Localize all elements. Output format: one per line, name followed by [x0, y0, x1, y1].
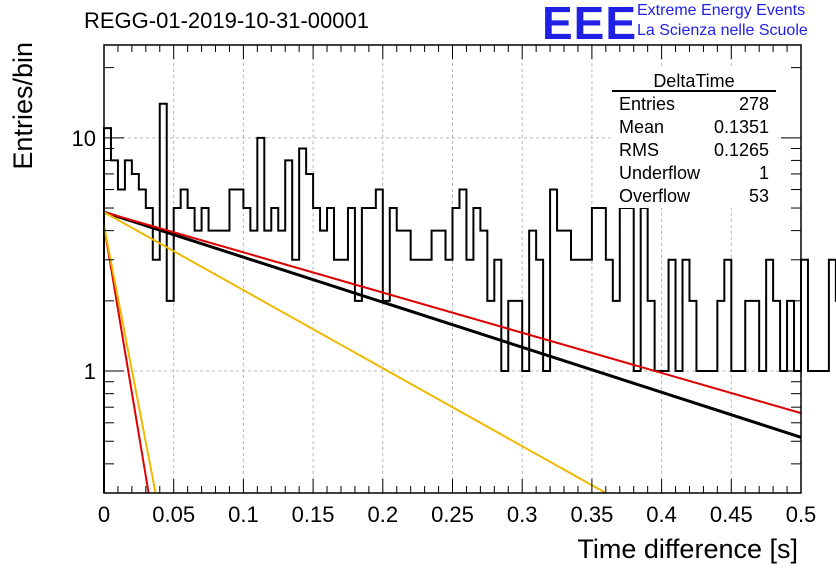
x-tick-label: 0.45: [710, 502, 753, 527]
fit-line: [103, 210, 802, 439]
x-tick-label: 0.15: [292, 502, 335, 527]
stat-value-mean: 0.1351: [714, 117, 769, 137]
stat-value-overflow: 53: [749, 186, 769, 206]
stats-box: DeltaTime Entries 278 Mean 0.1351 RMS 0.…: [610, 68, 778, 208]
y-axis-title: Entries/bin: [8, 42, 38, 170]
x-tick-label: 0.5: [786, 502, 817, 527]
x-tick-label: 0.3: [507, 502, 538, 527]
x-tick-label: 0.4: [646, 502, 677, 527]
y-tick-label: 1: [84, 359, 96, 384]
logo-text-line1: Extreme Energy Events: [637, 2, 806, 19]
stat-label-underflow: Underflow: [619, 163, 701, 183]
stat-value-underflow: 1: [759, 163, 769, 183]
stat-label-overflow: Overflow: [619, 186, 691, 206]
fit-lines: [103, 210, 802, 494]
x-tick-label: 0.25: [431, 502, 474, 527]
tick-labels: 0 0.05 0.1 0.15 0.2 0.25 0.3 0.35 0.4 0.45 0.5 1 10: [72, 126, 817, 527]
x-tick-label: 0: [98, 502, 110, 527]
stat-label-entries: Entries: [619, 94, 675, 114]
fit-line: [103, 211, 607, 494]
axis-ticks: [103, 45, 802, 494]
stat-value-rms: 0.1265: [714, 140, 769, 160]
x-tick-label: 0.05: [152, 502, 195, 527]
x-tick-label: 0.2: [368, 502, 399, 527]
y-tick-label: 10: [72, 126, 96, 151]
histogram-title: REGG-01-2019-10-31-00001: [84, 8, 369, 33]
stat-label-mean: Mean: [619, 117, 664, 137]
stat-value-entries: 278: [739, 94, 769, 114]
stat-label-rms: RMS: [619, 140, 659, 160]
x-tick-label: 0.35: [570, 502, 613, 527]
stats-box-name: DeltaTime: [653, 71, 734, 91]
fit-line: [103, 225, 150, 494]
fit-line: [103, 225, 157, 494]
x-axis-title: Time difference [s]: [577, 534, 798, 564]
logo-text-line2: La Scienza nelle Scuole: [637, 22, 808, 39]
fit-line: [103, 211, 802, 415]
x-tick-label: 0.1: [228, 502, 259, 527]
eee-logo: EEE: [542, 0, 638, 49]
